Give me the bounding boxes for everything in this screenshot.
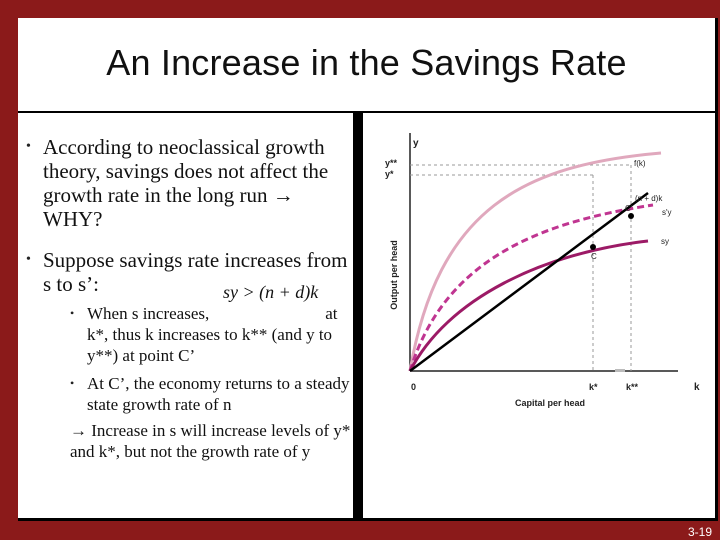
bullet-dot-icon: • [26,139,31,154]
nd-k-line-label: (n + d)k [635,194,663,203]
slide: An Increase in the Savings Rate • Accord… [18,18,718,521]
bullet-2-text: Suppose savings rate increases from s to… [43,248,348,296]
sub-bullet-2-text: At C’, the economy returns to a steady s… [87,374,350,414]
slide-content: An Increase in the Savings Rate • Accord… [18,18,715,521]
y-star-label: y* [385,169,394,179]
k-star-label: k* [589,382,598,392]
tick-mark-decoration [615,369,625,372]
slide-title: An Increase in the Savings Rate [106,42,627,83]
conclusion-text: → Increase in s will increase levels of … [70,421,351,461]
investment-line-nd-k [409,191,649,373]
savings-curve-s-prime-y [408,203,654,372]
output-curve-fk [408,151,662,372]
x-axis-title: Capital per head [515,398,585,408]
solow-diagram-svg: y y** y* Output per head 0 k* k** k Capi… [385,133,700,408]
y-axis-symbol: y [413,138,419,149]
sub-bullet-1-lead: When s increases, [87,304,210,323]
sub-bullet-1-text: When s increases, at k*, thus k increases… [87,303,362,366]
savings-condition-formula: sy > (n + d)k [223,282,319,302]
point-c-prime-label: C' [625,204,633,213]
k-double-star-label: k** [626,382,639,392]
y-axis-title: Output per head [389,240,399,310]
x-axis-symbol: k [694,382,700,393]
bullet-dot-icon: • [26,252,31,267]
page-number: 3-19 [687,525,712,539]
y-double-star-label: y** [385,158,398,168]
column-divider [353,113,363,521]
point-c-label: C [591,252,597,261]
fk-curve-label: f(k) [634,159,646,168]
bullet-1-text: According to neoclassical growth theory,… [43,135,329,231]
savings-curve-sy [408,239,649,372]
title-divider [18,111,715,113]
sub-bullet-dot-icon: • [70,376,75,390]
sub-bullet-dot-icon: • [70,306,75,320]
point-c [590,244,596,250]
origin-label: 0 [411,382,416,392]
solow-diagram: y y** y* Output per head 0 k* k** k Capi… [363,113,715,518]
text-column: • According to neoclassical growth theor… [18,113,353,518]
s-prime-y-curve-label: s'y [662,208,672,217]
sub-bullet-1-tail: at k*, thus k increases to k** (and y to… [87,304,338,365]
sy-curve-label: sy [661,237,669,246]
point-c-prime [628,213,634,219]
